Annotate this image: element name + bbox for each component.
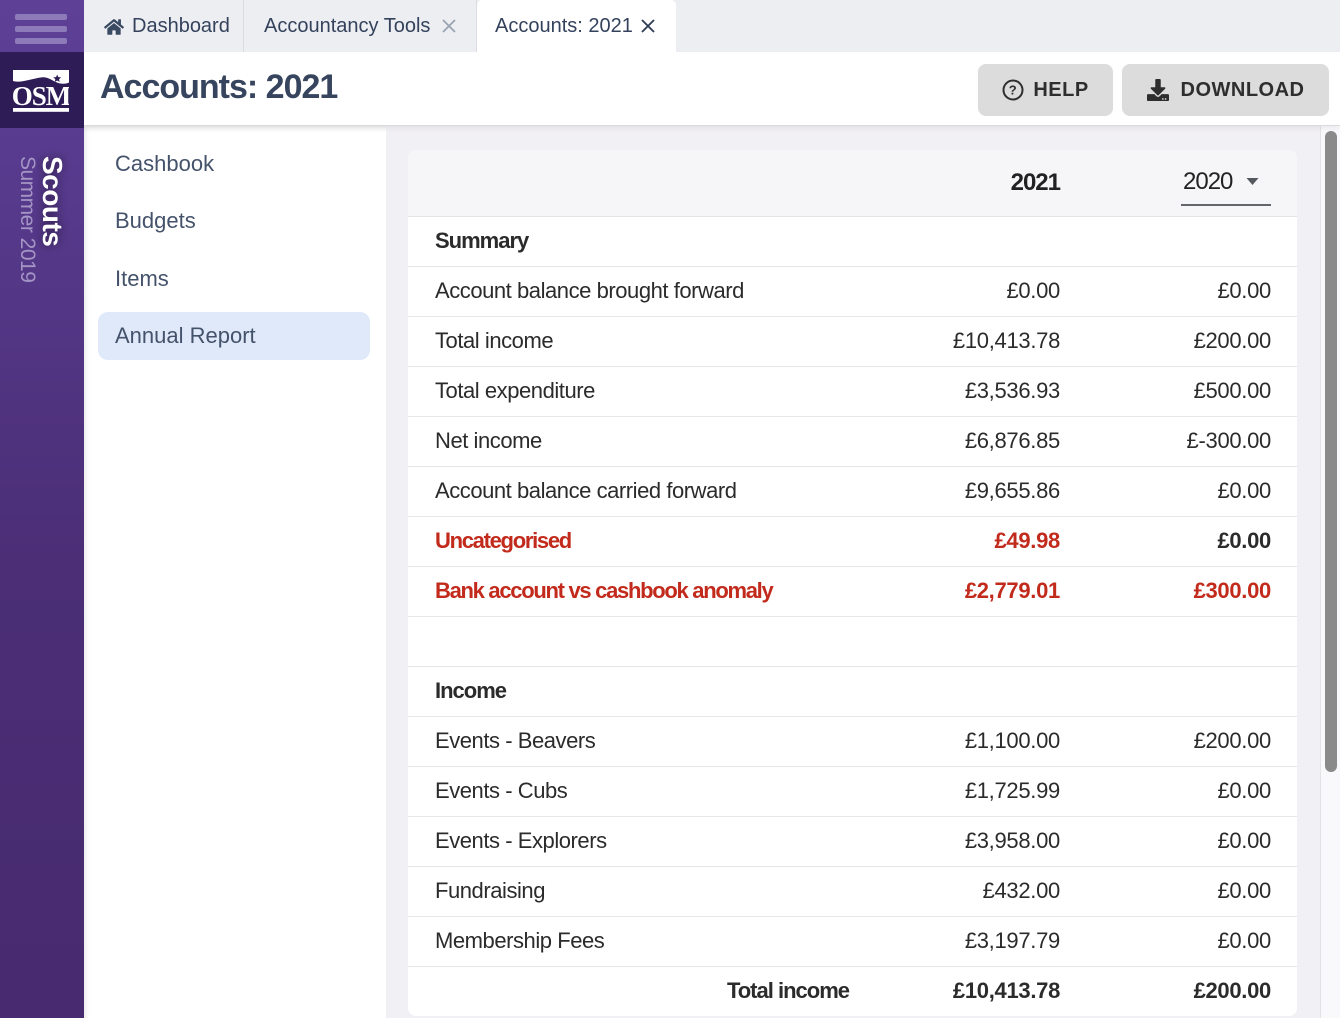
svg-text:OSM: OSM xyxy=(13,81,69,111)
svg-text:?: ? xyxy=(1009,83,1017,98)
